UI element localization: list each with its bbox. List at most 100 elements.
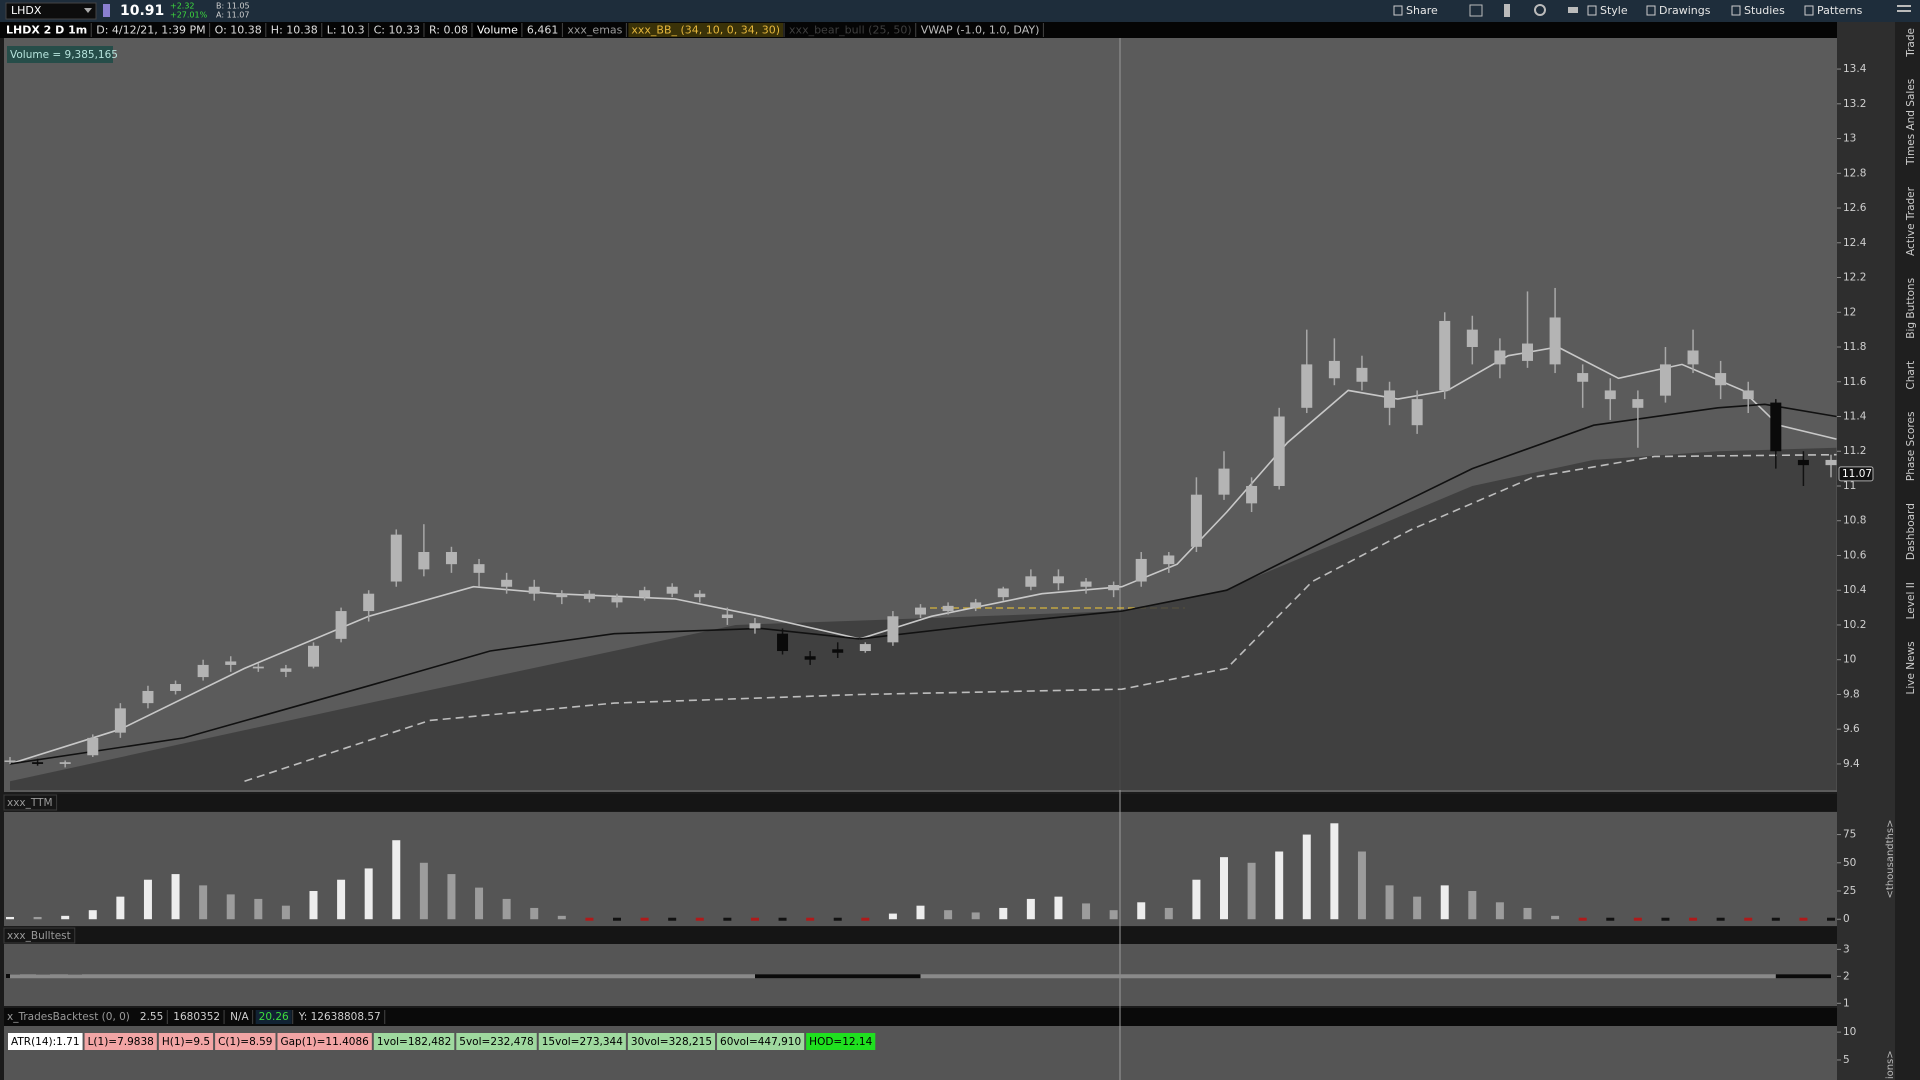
symbol-box[interactable] [5, 2, 97, 20]
backtest-stat: Y: 12638808.57 [298, 1011, 381, 1023]
candle-body [445, 552, 457, 565]
label-bg [806, 1033, 876, 1050]
label-bg [456, 1033, 537, 1050]
toolbar-button-icon[interactable] [1393, 5, 1403, 16]
y-tick-label: 11 [1843, 480, 1856, 492]
ttm-bar [1357, 851, 1366, 920]
icon-flask[interactable] [1504, 4, 1510, 17]
sidebar-tab[interactable]: Dashboard [1905, 503, 1917, 560]
candle-body [1218, 468, 1230, 495]
y-tick-label: 0 [1843, 913, 1850, 925]
y-tick-label: 12 [1843, 306, 1856, 318]
study-value-label: ATR(14):1.71 [11, 1036, 80, 1048]
sidebar-tab[interactable]: Live News [1905, 641, 1917, 694]
candle-body [528, 586, 540, 594]
toolbar-button[interactable]: Drawings [1659, 4, 1711, 17]
ttm-bar [999, 907, 1008, 920]
ttm-bar [475, 887, 484, 920]
toolbar-button-icon[interactable] [1587, 5, 1597, 16]
candle-body [583, 593, 595, 599]
toolbar-button[interactable]: Share [1406, 4, 1438, 17]
axis-label: <millions> [1885, 1050, 1896, 1080]
toolbar-button-icon[interactable] [1804, 5, 1814, 16]
icon-timeframe[interactable] [1568, 7, 1578, 13]
ttm-bar [199, 885, 208, 920]
price-marker: 11.07 [1842, 468, 1872, 480]
candle-body [473, 564, 485, 573]
net-change: +2.32 [170, 2, 195, 11]
sidebar [1895, 22, 1920, 1080]
ask: A: 11.07 [216, 11, 249, 20]
study-value-label: 5vol=232,478 [459, 1036, 533, 1048]
sidebar-tab[interactable]: Trade [1905, 28, 1917, 58]
candle-body [390, 534, 402, 582]
study-label: xxx_BB_ (34, 10, 0, 34, 30) [631, 24, 780, 37]
ttm-bar [1440, 885, 1449, 920]
study-line [9, 403, 1837, 765]
icon-settings[interactable] [1534, 4, 1546, 16]
zero-bar [778, 917, 787, 921]
candle-body [639, 590, 651, 598]
ttm-bar [557, 915, 566, 920]
menu-icon[interactable] [1897, 5, 1911, 7]
candle-body [1770, 402, 1782, 452]
ttm-bar [116, 896, 125, 920]
sidebar-tab[interactable]: Big Buttons [1905, 278, 1917, 339]
y-tick-label: 10 [1843, 1026, 1856, 1038]
y-tick-label: 11.2 [1843, 445, 1866, 457]
symbol[interactable]: LHDX [11, 4, 42, 17]
sidebar-tab[interactable]: Level II [1905, 582, 1917, 619]
y-tick-label: 13 [1843, 133, 1856, 145]
toolbar-button-icon[interactable] [1646, 5, 1656, 16]
pct-change: +27.01% [170, 11, 208, 20]
menu-icon[interactable] [1897, 10, 1911, 12]
icon-flex[interactable] [1469, 4, 1483, 17]
study-line [244, 453, 1837, 783]
candle-body [32, 762, 44, 764]
candle-body [749, 623, 761, 629]
candle-body [1797, 459, 1809, 466]
toolbar-button[interactable]: Patterns [1817, 4, 1863, 17]
y-tick-label: 9.4 [1843, 758, 1860, 770]
ttm-bar [1192, 879, 1201, 920]
toolbar-button-icon[interactable] [1731, 5, 1741, 16]
zero-bar [1689, 917, 1698, 921]
ttm-bar [1137, 902, 1146, 920]
ttm-bar [1495, 902, 1504, 920]
header-field: L: 10.3 [327, 24, 365, 37]
backtest-stat: N/A [230, 1011, 249, 1023]
y-tick-label: 10.6 [1843, 549, 1867, 561]
study-value-label: HOD=12.14 [809, 1036, 872, 1048]
sidebar-tab[interactable]: Chart [1905, 361, 1917, 390]
candle-body [1108, 585, 1120, 591]
ttm-bar [888, 913, 897, 920]
header-field: R: 0.08 [429, 24, 468, 37]
candle-body [1301, 364, 1313, 408]
candle-body [694, 593, 706, 598]
candle-body [252, 666, 264, 669]
sidebar-tab[interactable]: Active Trader [1905, 186, 1917, 256]
candle-body [142, 690, 154, 704]
y-tick-label: 2 [1843, 970, 1850, 982]
candle-body [915, 607, 926, 615]
symbol-dropdown[interactable] [84, 8, 92, 13]
candle-body [1522, 343, 1533, 361]
backtest-title: x_TradesBacktest (0, 0) [7, 1011, 130, 1023]
sidebar-tab[interactable]: Times And Sales [1905, 79, 1917, 166]
link-icon[interactable] [103, 4, 110, 17]
label-bg [158, 1033, 214, 1050]
candle-body [170, 684, 182, 691]
study-value-label: C(1)=8.59 [218, 1036, 272, 1048]
ttm-bar [171, 874, 180, 920]
ttm-bar [1551, 915, 1560, 920]
candle-body [418, 552, 430, 570]
ttm-bar [1330, 823, 1339, 920]
sidebar-tab[interactable]: Phase Scores [1905, 412, 1917, 482]
toolbar-button[interactable]: Style [1600, 4, 1628, 17]
bid: B: 11.05 [216, 2, 250, 11]
last-price: 10.91 [120, 3, 164, 19]
toolbar-button[interactable]: Studies [1744, 4, 1785, 17]
candle-body [997, 588, 1009, 598]
candle-body [1190, 494, 1202, 547]
